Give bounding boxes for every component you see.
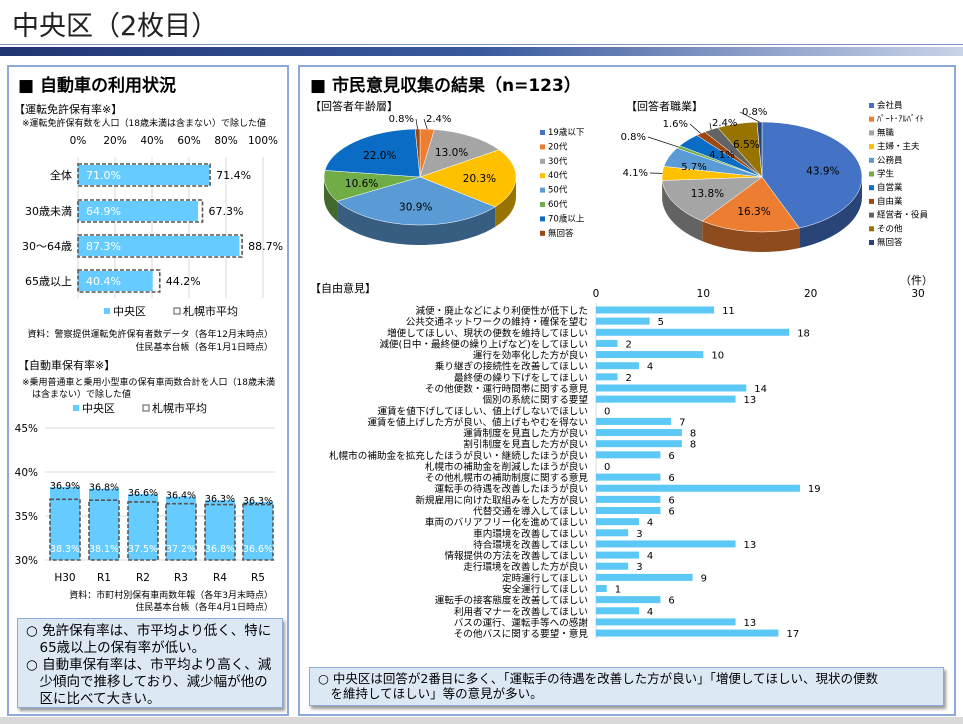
car-source-2: 住民基本台帳（各年4月1日時点） <box>135 603 273 613</box>
summary-line: ○ 免許保有率は、市平均より低く、特に <box>26 623 272 639</box>
license-chart-title: 【運転免許保有率※】 <box>14 103 123 116</box>
car-usage-summary: ○ 免許保有率は、市平均より低く、特に 65歳以上の保有率が低い。 ○ 自動車保… <box>17 618 283 708</box>
car-chart-note-2: は含まない）で除した値 <box>32 390 132 400</box>
license-source-2: 住民基本台帳（各年1月1日時点） <box>135 343 273 353</box>
citizen-opinion-panel <box>298 65 956 716</box>
car-usage-heading: ■ 自動車の利用状況 <box>18 76 176 96</box>
opinion-summary: ○ 中央区は回答が2番目に多く、「運転手の待遇を改善した方が良い」「増便してほし… <box>309 667 944 706</box>
summary-line: 区に比べて大きい。 <box>26 691 161 707</box>
opinion-chart-unit: （件） <box>900 274 933 287</box>
car-source-1: 資料：市町村別保有車両数年報（各年3月末時点） <box>69 591 273 601</box>
summary-line: を維持してほしい」等の意見が多い。 <box>318 686 543 701</box>
license-chart-note: ※運転免許保有数を人口（18歳未満は含まない）で除した値 <box>22 119 266 129</box>
title-band <box>0 47 963 56</box>
age-pie-title: 【回答者年齢層】 <box>310 100 398 113</box>
summary-line: ○ 中央区は回答が2番目に多く、「運転手の待遇を改善した方が良い」「増便してほし… <box>318 671 878 686</box>
license-source-1: 資料：警察提供運転免許保有者数データ（各年12月末時点） <box>27 330 273 340</box>
summary-line: 65歳以上の保有率が低い。 <box>26 640 206 656</box>
footer-strip <box>0 717 963 724</box>
summary-line: 少傾向で推移しており、減少幅が他の <box>26 674 268 690</box>
title-divider <box>0 44 963 45</box>
car-chart-note-1: ※乗用普通車と乗用小型車の保有車両数合計を人口（18歳未満 <box>22 378 275 388</box>
car-chart-title: 【自動車保有率※】 <box>18 359 116 372</box>
page-title: 中央区（2枚目） <box>12 11 219 42</box>
summary-line: ○ 自動車保有率は、市平均より高く、減 <box>26 657 272 673</box>
opinion-chart-title: 【自由意見】 <box>310 282 376 295</box>
opinion-heading: ■ 市民意見収集の結果（n=123） <box>310 76 581 96</box>
occupation-pie-title: 【回答者職業】 <box>626 100 703 113</box>
